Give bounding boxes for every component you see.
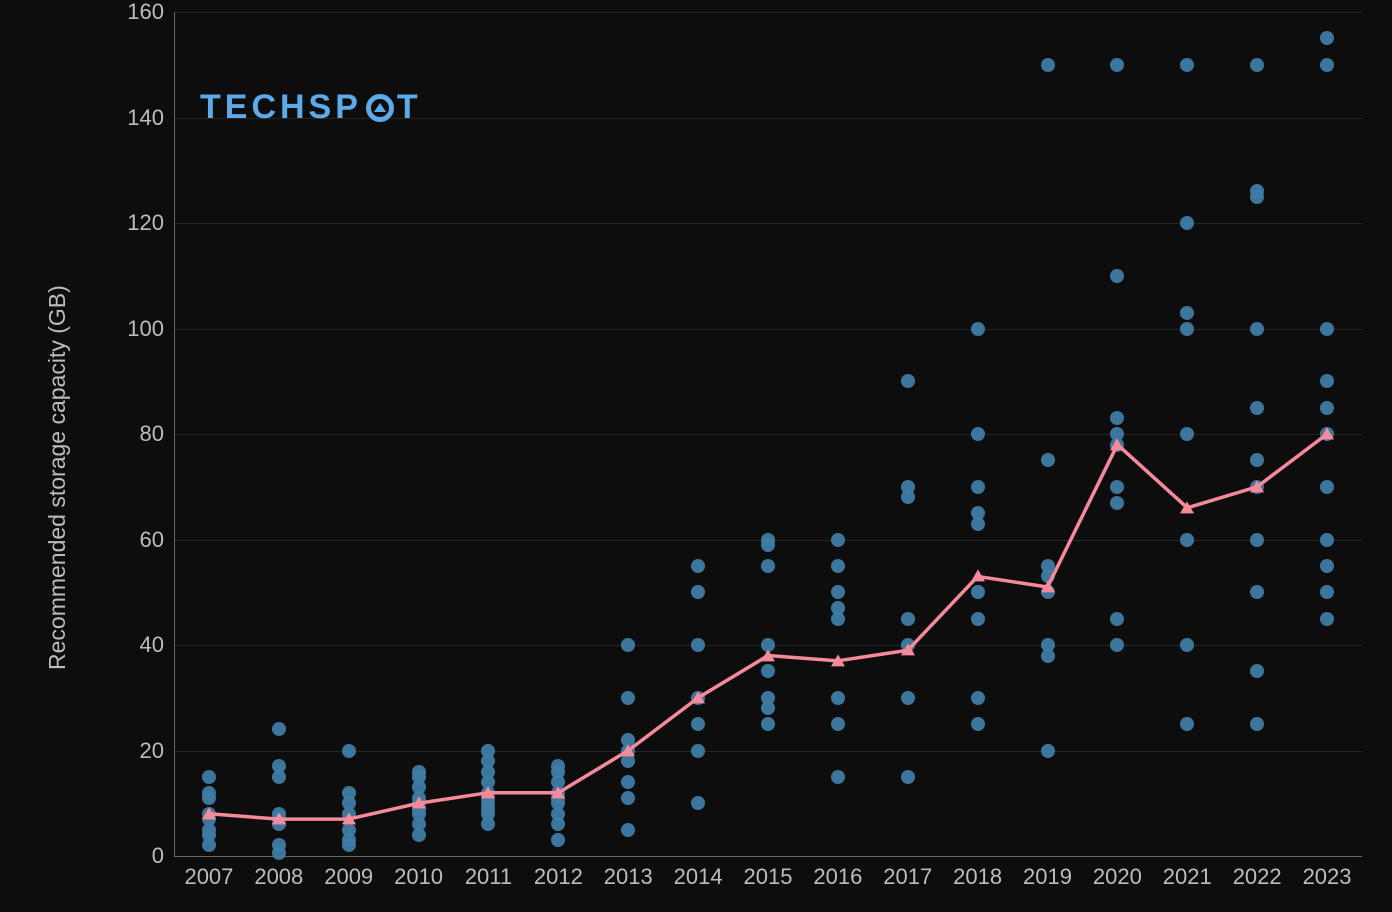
trend-marker	[761, 649, 775, 661]
trend-marker	[691, 691, 705, 703]
x-tick-label: 2008	[254, 856, 303, 890]
x-tick-label: 2013	[604, 856, 653, 890]
trend-marker	[272, 812, 286, 824]
x-tick-label: 2015	[744, 856, 793, 890]
trend-marker	[831, 654, 845, 666]
y-tick-label: 140	[127, 105, 174, 131]
x-tick-label: 2022	[1233, 856, 1282, 890]
trend-marker	[1180, 501, 1194, 513]
x-tick-label: 2009	[324, 856, 373, 890]
x-tick-label: 2019	[1023, 856, 1072, 890]
trend-marker	[1110, 438, 1124, 450]
y-tick-label: 160	[127, 0, 174, 25]
x-tick-label: 2010	[394, 856, 443, 890]
y-tick-label: 40	[140, 632, 174, 658]
y-tick-label: 60	[140, 527, 174, 553]
trend-line	[174, 12, 1362, 856]
trend-marker	[551, 786, 565, 798]
chart-container: 0 20 40 60 80 100 120 140 160 2007 2008 2009 2010 201…	[0, 0, 1392, 912]
x-tick-label: 2016	[813, 856, 862, 890]
logo-triangle-icon	[374, 103, 386, 112]
logo-text: TECHSP	[200, 88, 362, 127]
trend-marker	[971, 570, 985, 582]
y-tick-label: 0	[152, 843, 174, 869]
y-axis-title: Recommended storage capacity (GB)	[44, 286, 71, 671]
trend-marker	[621, 744, 635, 756]
x-tick-label: 2011	[465, 856, 512, 890]
logo-text: T	[397, 88, 422, 127]
trend-marker	[1041, 580, 1055, 592]
trend-marker	[202, 807, 216, 819]
y-tick-label: 120	[127, 210, 174, 236]
trend-marker	[1320, 427, 1334, 439]
trend-marker	[1250, 480, 1264, 492]
logo-o-icon	[366, 94, 394, 122]
x-tick-label: 2018	[953, 856, 1002, 890]
y-tick-label: 100	[127, 316, 174, 342]
trend-marker	[342, 812, 356, 824]
plot-area: 0204060801001201401602007200820092010201…	[174, 12, 1362, 856]
x-tick-label: 2020	[1093, 856, 1142, 890]
y-tick-label: 80	[140, 421, 174, 447]
techspot-logo: TECHSP T	[200, 88, 422, 127]
x-tick-label: 2021	[1163, 856, 1212, 890]
trend-marker	[481, 786, 495, 798]
x-tick-label: 2012	[534, 856, 583, 890]
x-tick-label: 2017	[883, 856, 932, 890]
trend-marker	[412, 797, 426, 809]
x-tick-label: 2007	[184, 856, 233, 890]
x-tick-label: 2023	[1303, 856, 1352, 890]
x-tick-label: 2014	[674, 856, 723, 890]
y-tick-label: 20	[140, 738, 174, 764]
trend-marker	[901, 644, 915, 656]
